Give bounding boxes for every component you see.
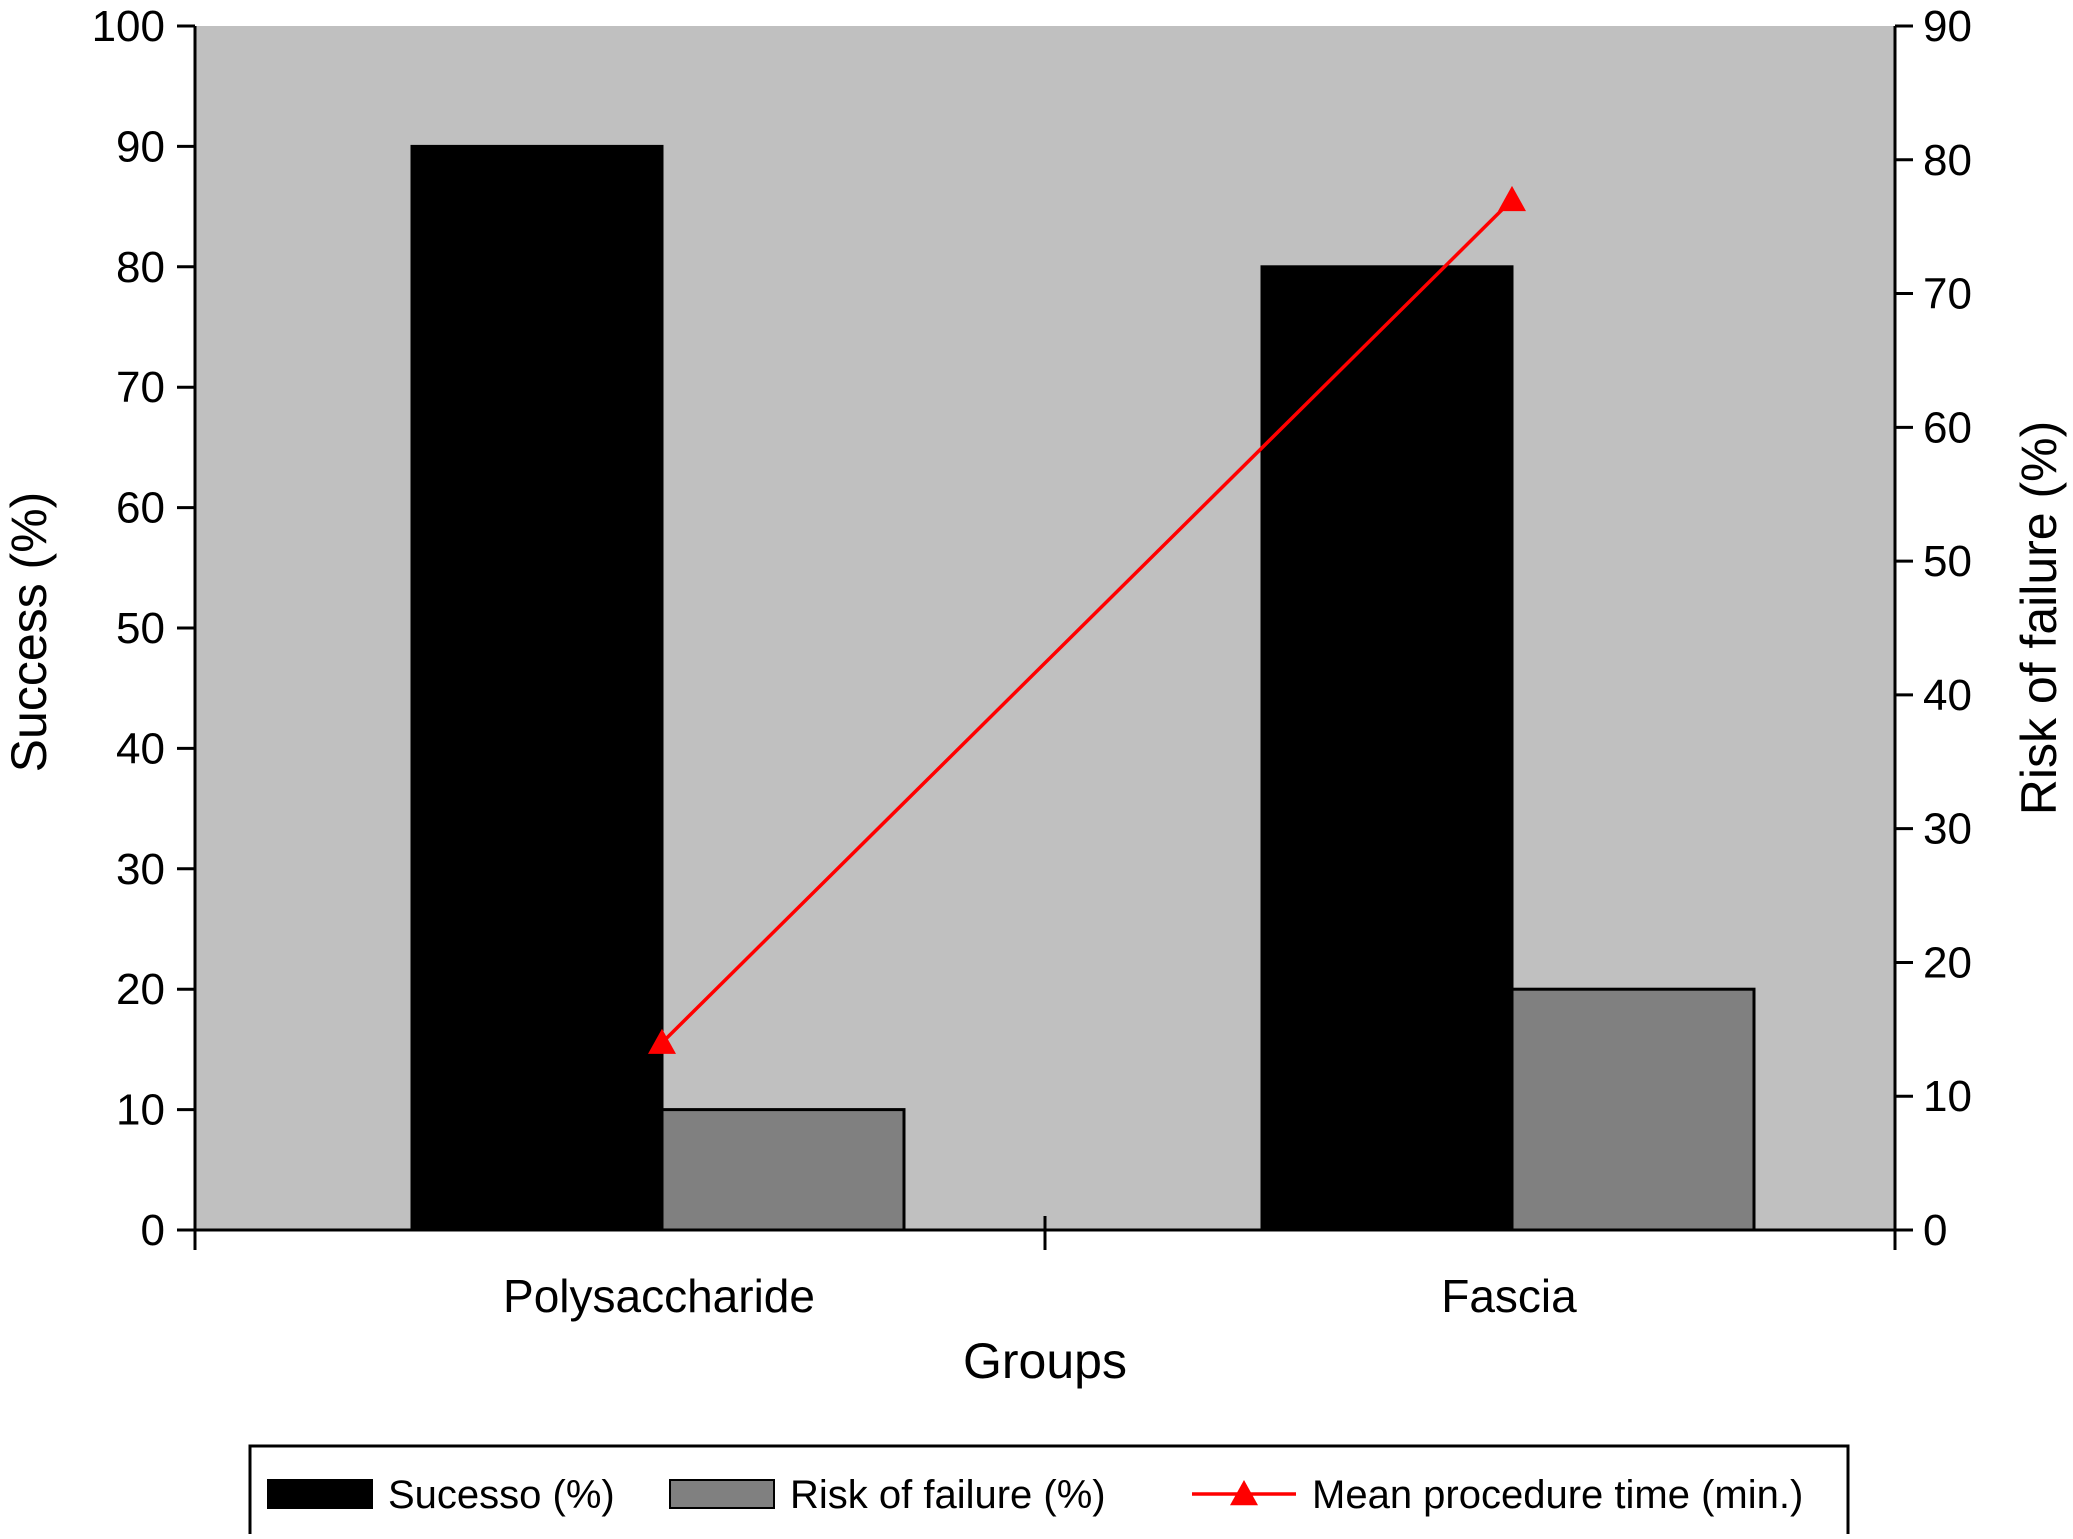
- y-right-tick-label: 70: [1923, 270, 1972, 319]
- y-right-tick-label: 20: [1923, 938, 1972, 987]
- legend-label-2: Mean procedure time (min.): [1312, 1473, 1803, 1517]
- legend-swatch-1: [669, 1479, 775, 1509]
- y-left-tick-label: 10: [116, 1086, 165, 1135]
- y-left-tick-label: 40: [116, 724, 165, 773]
- legend-label-1: Risk of failure (%): [790, 1473, 1106, 1517]
- y-left-tick-label: 20: [116, 965, 165, 1014]
- bar-success-0: [410, 144, 664, 1232]
- x-axis-title: Groups: [963, 1333, 1127, 1389]
- y-right-tick-label: 40: [1923, 671, 1972, 720]
- y-axis-left-title: Success (%): [1, 492, 57, 773]
- y-right-tick-label: 30: [1923, 805, 1972, 854]
- x-category-label: Fascia: [1441, 1270, 1577, 1322]
- bar-success-1: [1260, 265, 1514, 1232]
- legend-swatch-0: [267, 1479, 373, 1509]
- y-right-tick-label: 10: [1923, 1072, 1972, 1121]
- line-marker-0: [648, 1028, 676, 1054]
- y-axis-right-title: Risk of failure (%): [2011, 421, 2067, 816]
- y-right-tick-label: 80: [1923, 136, 1972, 185]
- y-right-tick-label: 60: [1923, 403, 1972, 452]
- axes-layer: [193, 26, 1897, 1250]
- y-left-tick-label: 100: [92, 2, 165, 51]
- bars-layer: [410, 144, 1756, 1232]
- y-left-tick-label: 70: [116, 363, 165, 412]
- y-left-tick-label: 0: [141, 1206, 165, 1255]
- x-category-label: Polysaccharide: [503, 1270, 815, 1322]
- y-left-tick-label: 60: [116, 484, 165, 533]
- bar-risk-0: [660, 1108, 906, 1232]
- y-left-tick-label: 30: [116, 845, 165, 894]
- y-left-tick-label: 80: [116, 243, 165, 292]
- legend-marker-2: [1230, 1480, 1258, 1506]
- line-marker-1: [1498, 185, 1526, 212]
- y-left-tick-label: 90: [116, 122, 165, 171]
- line-mean-procedure-time: [660, 198, 1514, 1044]
- ticks-layer: 0 10 20 30 40 50 60 70 80 90 100 0 10 20 30 40 50 60 70 80 9…: [92, 2, 1972, 1322]
- y-right-tick-label: 0: [1923, 1206, 1947, 1255]
- bar-risk-1: [1510, 987, 1756, 1232]
- legend-label-0: Sucesso (%): [388, 1473, 615, 1517]
- y-right-tick-label: 50: [1923, 537, 1972, 586]
- legend-box: [248, 1444, 1850, 1539]
- y-right-tick-label: 90: [1923, 2, 1972, 51]
- legend-items: Sucesso (%) Risk of failure (%) Mean proce…: [267, 1473, 1803, 1517]
- legend: Sucesso (%) Risk of failure (%) Mean proce…: [248, 1444, 1850, 1539]
- y-left-tick-label: 50: [116, 604, 165, 653]
- line-layer: [648, 185, 1526, 1054]
